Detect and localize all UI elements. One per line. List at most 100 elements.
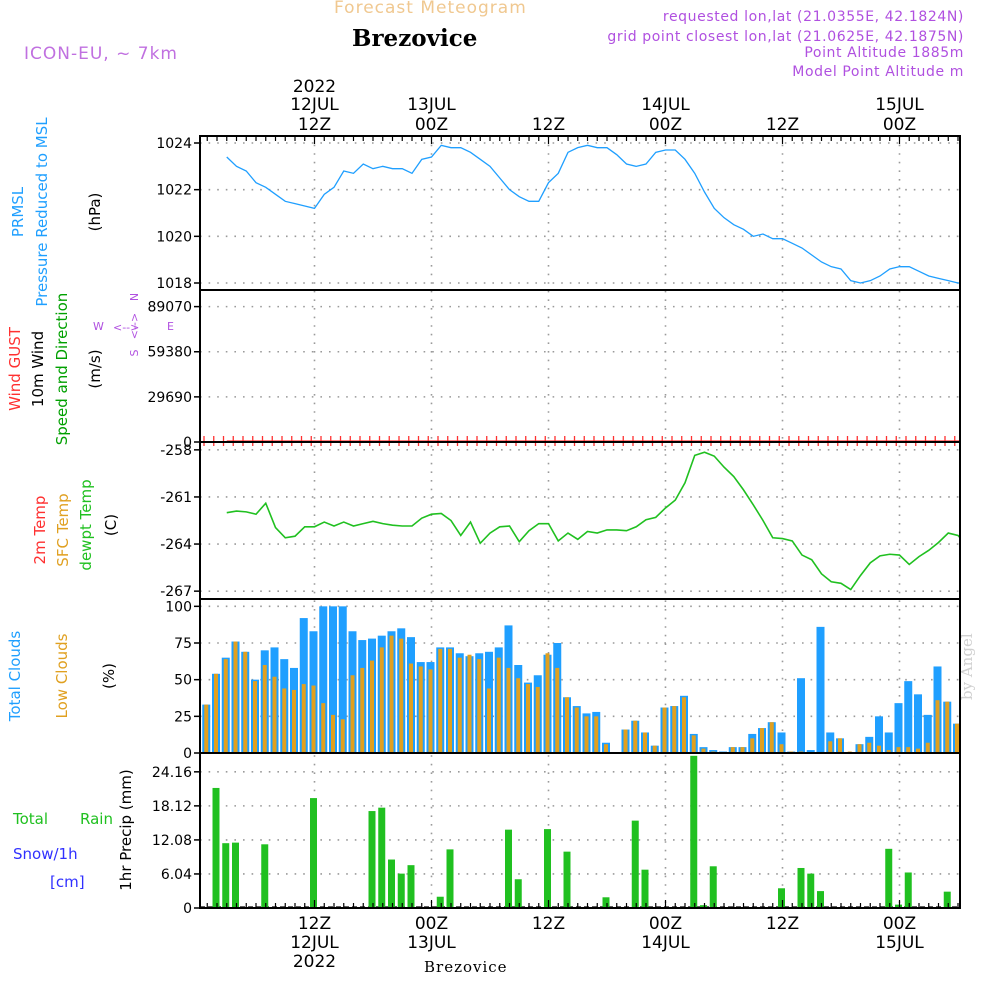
low-cloud-bar <box>750 738 755 753</box>
clouds-ytick-label: 100 <box>165 599 192 615</box>
bottom-time-label: 12Z <box>532 914 565 934</box>
low-cloud-bar <box>925 742 930 753</box>
bottom-time-label: 2022 <box>293 952 336 972</box>
precip-bar <box>388 859 395 908</box>
dewpoint-line <box>226 451 961 591</box>
low-clouds-label: Low Clouds <box>53 633 71 718</box>
bottom-time-label: 00Z <box>883 914 916 934</box>
low-cloud-bar <box>487 688 491 753</box>
low-cloud-bar <box>955 723 959 753</box>
pressure-ytick-label: 1022 <box>156 183 192 199</box>
low-cloud-bar <box>886 750 891 753</box>
pressure-ytick-label: 1020 <box>156 229 192 245</box>
precip-bar <box>895 904 902 908</box>
clouds-ytick-label: 25 <box>174 709 192 725</box>
precip-ytick-label: 6.04 <box>161 867 192 883</box>
precip-bar <box>407 865 415 908</box>
temp-ytick-label: -264 <box>160 537 192 553</box>
low-cloud-bar <box>496 657 501 753</box>
precip-bar <box>563 851 571 908</box>
wind-ytick-label: 29690 <box>147 390 192 406</box>
low-cloud-bar <box>233 641 238 753</box>
wind-ytick-label: 59380 <box>147 345 192 361</box>
low-cloud-bar <box>672 706 677 753</box>
clouds-ytick-label: 50 <box>174 673 192 689</box>
pressure-unit-label: (hPa) <box>86 193 104 232</box>
low-cloud-bar <box>877 745 881 753</box>
precip-bar <box>778 888 785 908</box>
bottom-time-label: 12Z <box>766 914 799 934</box>
low-cloud-bar <box>896 747 901 753</box>
total-cloud-bar <box>894 703 903 753</box>
pressure-ytick-label: 1024 <box>156 136 192 152</box>
precip-bar <box>700 905 707 908</box>
low-cloud-bar <box>282 688 287 753</box>
low-cloud-bar <box>370 660 374 753</box>
top-time-label: 15JUL <box>875 95 924 115</box>
precip-bar <box>446 849 454 908</box>
point-altitude: Point Altitude 1885m <box>804 45 964 61</box>
wind-ytick-label: 89070 <box>147 300 192 316</box>
compass-north-label: N <box>128 293 141 301</box>
low-cloud-bar <box>769 722 774 753</box>
low-cloud-bar <box>730 747 735 753</box>
low-cloud-bar <box>321 703 326 753</box>
temp-2m-label: 2m Temp <box>31 496 49 565</box>
top-time-label: 12Z <box>766 115 799 135</box>
compass-west-label: W <box>93 320 104 333</box>
low-cloud-bar <box>379 647 384 753</box>
low-cloud-bar <box>340 719 345 753</box>
bottom-time-label: 12Z <box>298 914 331 934</box>
bottom-time-label: 14JUL <box>641 933 690 953</box>
wind-speed-direction-label: Speed and Direction <box>53 293 71 446</box>
low-cloud-bar <box>262 665 267 753</box>
top-time-label: 00Z <box>883 115 916 135</box>
bottom-time-label: 00Z <box>649 914 682 934</box>
low-cloud-bar <box>584 716 589 753</box>
top-time-label: 12Z <box>298 115 331 135</box>
temp-dewpoint-label: dewpt Temp <box>77 479 95 570</box>
precip-bar <box>709 866 717 908</box>
low-cloud-bar <box>477 659 482 753</box>
model-point-altitude: Model Point Altitude m <box>792 64 964 80</box>
pressure-ytick-label: 1018 <box>156 276 192 292</box>
low-cloud-bar <box>389 635 394 753</box>
total-cloud-bar <box>904 681 913 753</box>
low-cloud-bar <box>516 678 521 753</box>
wind-ytick-label: 0 <box>183 435 192 451</box>
low-cloud-bar <box>662 707 667 753</box>
precip-bar <box>631 820 639 908</box>
wind-panel-frame <box>199 289 961 443</box>
bottom-time-label: 15JUL <box>875 933 924 953</box>
low-cloud-bar <box>760 728 764 753</box>
low-cloud-bar <box>828 741 833 753</box>
total-cloud-bar <box>816 626 825 753</box>
precip-bar <box>232 842 239 908</box>
precip-ytick-label: 24.16 <box>152 765 192 781</box>
precip-ytick-label: 18.12 <box>152 799 192 815</box>
precip-bar <box>514 879 522 908</box>
total-cloud-bar <box>329 606 337 753</box>
low-cloud-bar <box>223 659 228 753</box>
low-cloud-bar <box>526 684 530 753</box>
grid-point-location: grid point closest lon,lat (21.0625E, 42… <box>607 29 964 45</box>
low-cloud-bar <box>253 681 257 753</box>
precip-bar <box>378 807 386 908</box>
low-cloud-bar <box>623 729 628 753</box>
bottom-time-label: 12JUL <box>290 933 339 953</box>
low-cloud-bar <box>506 667 511 753</box>
precip-bar <box>222 843 230 908</box>
forecast-meteogram-title: Forecast Meteogram <box>334 0 527 18</box>
pressure-line <box>226 144 960 284</box>
precip-bar <box>397 873 405 908</box>
top-year-label: 2022 <box>293 77 336 97</box>
low-cloud-bar <box>945 701 950 753</box>
pressure-label-prmsl: PRMSL <box>9 186 27 237</box>
precip-bar <box>797 867 805 908</box>
top-time-label: 14JUL <box>641 95 690 115</box>
low-cloud-bar <box>409 663 413 753</box>
total-cloud-bar <box>319 606 328 753</box>
total-cloud-bar <box>797 678 805 753</box>
low-cloud-bar <box>360 667 365 753</box>
model-label: ICON-EU, ~ 7km <box>24 44 178 64</box>
